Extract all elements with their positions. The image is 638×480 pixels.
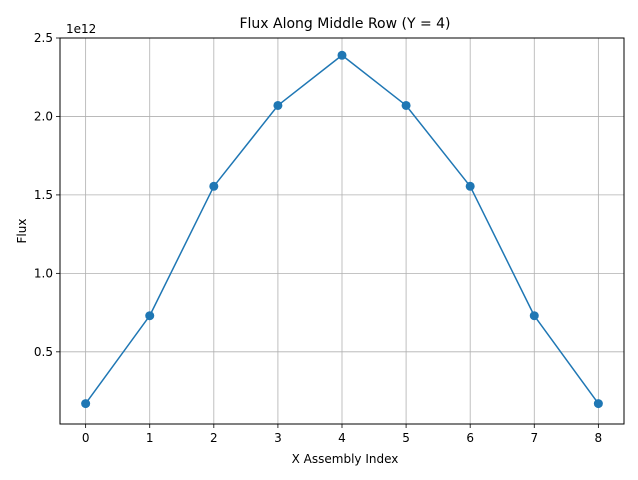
y-tick-label: 1.5 (34, 188, 53, 202)
data-point (529, 311, 539, 321)
x-tick-label: 4 (338, 431, 346, 445)
data-point (145, 311, 155, 321)
y-axis-offset-label: 1e12 (66, 22, 96, 36)
chart-title: Flux Along Middle Row (Y = 4) (239, 16, 450, 32)
data-point (81, 399, 91, 409)
y-axis-ticks: 0.5 1.0 1.5 2.0 2.5 (34, 31, 60, 359)
y-tick-label: 0.5 (34, 345, 53, 359)
x-tick-label: 8 (595, 431, 603, 445)
x-tick-label: 7 (530, 431, 538, 445)
data-point (401, 100, 411, 110)
x-tick-label: 0 (82, 431, 90, 445)
data-point (209, 181, 219, 191)
x-tick-label: 1 (146, 431, 154, 445)
y-tick-label: 2.0 (34, 109, 53, 123)
x-tick-label: 2 (210, 431, 218, 445)
data-point (465, 181, 475, 191)
x-axis-ticks: 0 1 2 3 4 5 6 7 8 (82, 424, 602, 445)
y-tick-label: 1.0 (34, 266, 53, 280)
y-tick-label: 2.5 (34, 31, 53, 45)
x-tick-label: 3 (274, 431, 282, 445)
data-point (593, 399, 603, 409)
data-point (337, 50, 347, 60)
x-tick-label: 6 (466, 431, 474, 445)
x-axis-label: X Assembly Index (292, 452, 399, 466)
x-tick-label: 5 (402, 431, 410, 445)
y-axis-label: Flux (15, 219, 29, 244)
series-marker-layer (81, 50, 603, 409)
data-point (273, 100, 283, 110)
